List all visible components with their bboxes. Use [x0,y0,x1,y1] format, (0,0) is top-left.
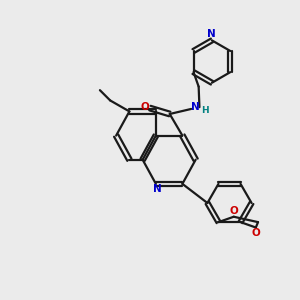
Text: O: O [140,103,149,112]
Text: O: O [251,228,260,238]
Text: N: N [207,29,216,40]
Text: N: N [191,102,200,112]
Text: H: H [201,106,209,115]
Text: O: O [230,206,238,216]
Text: N: N [153,184,162,194]
